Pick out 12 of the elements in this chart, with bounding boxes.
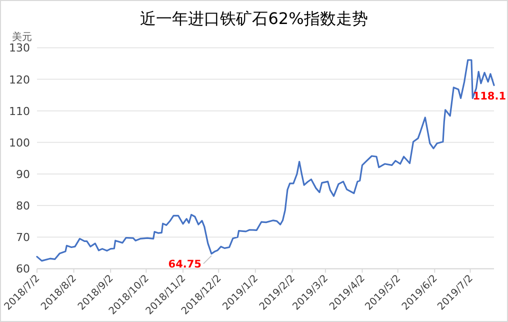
y-tick-label: 90 xyxy=(16,168,30,181)
y-axis-title: 美元 xyxy=(12,31,32,43)
y-tick-label: 110 xyxy=(9,104,30,118)
annotation: 64.75 xyxy=(168,258,202,271)
chart-title: 近一年进口铁矿石62%指数走势 xyxy=(140,9,368,28)
y-tick-label: 60 xyxy=(16,262,30,276)
y-tick-label: 100 xyxy=(9,136,30,150)
y-tick-label: 130 xyxy=(9,42,30,55)
y-tick-label: 80 xyxy=(16,200,30,213)
y-tick-label: 70 xyxy=(16,231,30,244)
y-tick-label: 120 xyxy=(9,73,30,86)
annotation: 118.1 xyxy=(472,90,506,102)
